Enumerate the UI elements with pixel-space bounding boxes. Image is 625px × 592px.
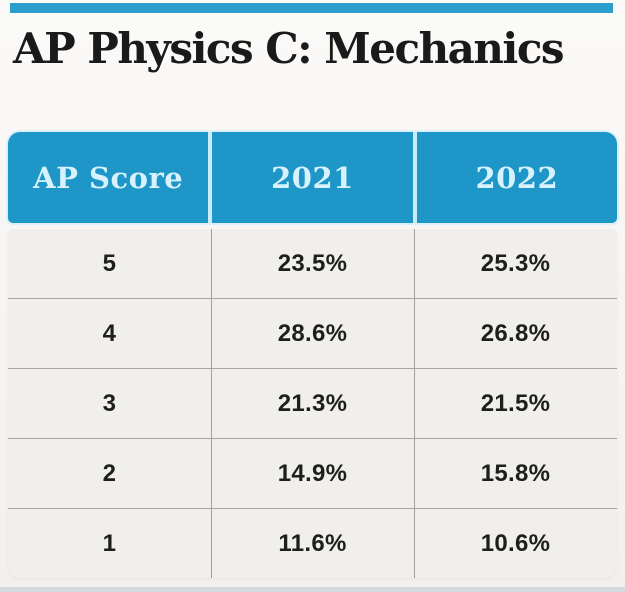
table-body: 5 23.5% 25.3% 4 28.6% 26.8% 3 21.3% 21.5… (8, 229, 617, 578)
table-row: 4 28.6% 26.8% (8, 299, 617, 369)
score-cell: 5 (102, 249, 117, 277)
score-cell: 3 (102, 389, 117, 417)
value-cell-2021: 14.9% (277, 459, 348, 487)
table-row: 5 23.5% 25.3% (8, 229, 617, 299)
value-cell-2021: 23.5% (277, 249, 348, 277)
table-row: 3 21.3% 21.5% (8, 369, 617, 439)
score-cell: 1 (102, 529, 117, 557)
header-cell-2021: 2021 (208, 132, 412, 223)
score-table: AP Score 2021 2022 5 23.5% 25.3% 4 28.6%… (8, 132, 617, 578)
table-header: AP Score 2021 2022 (8, 132, 617, 223)
value-cell-2021: 11.6% (278, 529, 347, 557)
value-cell-2022: 25.3% (480, 249, 551, 277)
column-divider (210, 229, 212, 578)
value-cell-2022: 26.8% (480, 319, 551, 347)
value-cell-2022: 10.6% (480, 529, 551, 557)
header-cell-2022: 2022 (412, 132, 617, 223)
column-divider (413, 229, 415, 578)
value-cell-2021: 28.6% (277, 319, 348, 347)
header-cell-ap-score: AP Score (33, 160, 184, 195)
table-row: 1 11.6% 10.6% (8, 509, 617, 578)
score-cell: 4 (102, 319, 117, 347)
top-accent-bar (10, 3, 613, 13)
table-row: 2 14.9% 15.8% (8, 439, 617, 509)
bottom-accent-bar (0, 587, 625, 592)
value-cell-2022: 15.8% (480, 459, 551, 487)
value-cell-2022: 21.5% (480, 389, 551, 417)
score-cell: 2 (102, 459, 117, 487)
page-title: AP Physics C: Mechanics (13, 24, 565, 73)
value-cell-2021: 21.3% (277, 389, 348, 417)
